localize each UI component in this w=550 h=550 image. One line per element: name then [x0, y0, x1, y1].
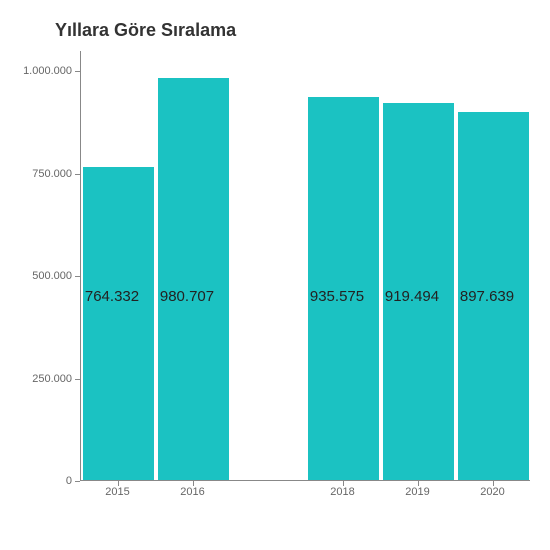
plot-area: 764.332 980.707 935.575 919.494 897.639 [80, 51, 530, 481]
y-tick-label: 500.000 [32, 270, 72, 282]
x-tick-label: 2015 [105, 486, 129, 498]
x-tick-mark [193, 481, 194, 486]
bar-value-label: 764.332 [85, 288, 139, 305]
x-tick-mark [418, 481, 419, 486]
x-tick-mark [118, 481, 119, 486]
bar-value-label: 897.639 [460, 288, 514, 305]
y-tick-mark [75, 379, 80, 380]
y-tick-label: 0 [66, 475, 72, 487]
y-tick-mark [75, 174, 80, 175]
y-tick-mark [75, 481, 80, 482]
y-tick-mark [75, 276, 80, 277]
x-tick-label: 2016 [180, 486, 204, 498]
y-tick-label: 750.000 [32, 168, 72, 180]
bar-value-label: 980.707 [160, 288, 214, 305]
x-tick-label: 2018 [330, 486, 354, 498]
bar-value-label: 919.494 [385, 288, 439, 305]
x-tick-label: 2020 [480, 486, 504, 498]
y-axis: 0250.000500.000750.0001.000.000 [25, 51, 80, 481]
chart-container: Yıllara Göre Sıralama 0 250.000 500.000 750… [0, 0, 550, 550]
bar-value-label: 935.575 [310, 288, 364, 305]
bar [83, 167, 154, 480]
bar [158, 78, 229, 480]
y-tick-label: 1.000.000 [23, 65, 72, 77]
chart-title: Yıllara Göre Sıralama [55, 20, 535, 41]
x-tick-mark [343, 481, 344, 486]
x-tick-mark [493, 481, 494, 486]
chart-area: 0 250.000 500.000 750.000 1.000.000 764.332 9… [25, 51, 535, 511]
y-tick-label: 250.000 [32, 373, 72, 385]
y-tick-mark [75, 71, 80, 72]
x-tick-label: 2019 [405, 486, 429, 498]
